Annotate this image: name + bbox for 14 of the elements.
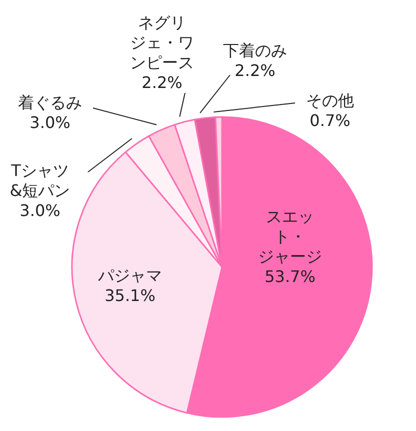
data-label: 35.1% [104,286,156,305]
slice-label: パジャマ [97,266,162,285]
slice-label: その他 [306,91,354,110]
data-label: 3.0% [20,201,60,220]
data-label: 3.0% [30,113,70,132]
slice-label: 下着のみ [223,41,287,60]
data-label: 2.2% [142,73,182,92]
data-label: 2.2% [234,61,276,80]
slice-label: 着ぐるみ [18,93,82,112]
data-label: 53.7% [264,267,316,286]
slice-label: Tシャツ&短パン [10,161,70,200]
data-label: 0.7% [310,111,350,130]
slice-label: スエット・ジャージ [258,207,322,266]
slice-label: ネグリジェ・ワンピース [130,13,194,72]
